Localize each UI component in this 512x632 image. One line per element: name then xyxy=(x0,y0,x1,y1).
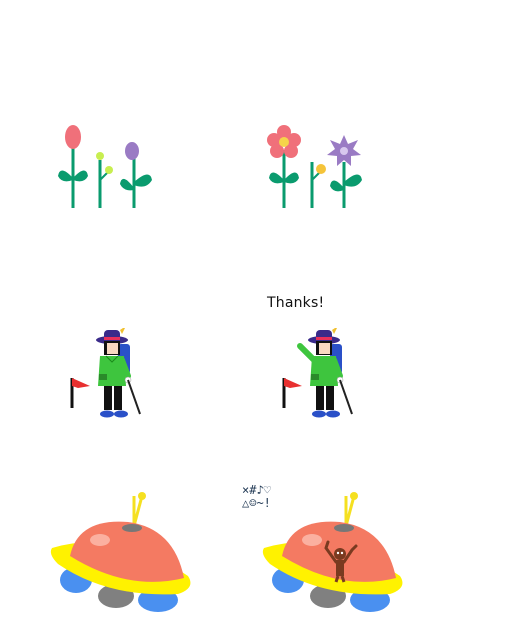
pink-blossom-flower xyxy=(267,125,301,208)
symbols-line-2: △☺~! xyxy=(242,496,271,510)
flag-marker xyxy=(70,378,90,408)
ufo-empty-sprite xyxy=(50,492,191,612)
flowers-buds-sprite xyxy=(58,125,152,208)
hiker-waving-sprite xyxy=(282,328,353,418)
alien-figure-cheering xyxy=(324,540,358,583)
hiker-figure-waving xyxy=(297,328,353,418)
ufo-alien-sprite xyxy=(262,492,403,612)
yellow-blossom-flower xyxy=(310,162,326,208)
hiker-idle-sprite xyxy=(70,328,141,418)
symbols-line-1: ×#♪♡ xyxy=(242,483,271,497)
ufo xyxy=(50,492,191,612)
purple-bud-flower xyxy=(120,142,152,208)
speech-bubble-text: Thanks! xyxy=(267,295,325,311)
ufo xyxy=(262,492,403,612)
hiker-figure xyxy=(96,328,141,418)
flowers-bloomed-sprite xyxy=(267,125,362,208)
flag-marker xyxy=(282,378,302,408)
lime-bud-flower xyxy=(96,152,113,208)
purple-star-blossom-flower xyxy=(327,135,362,208)
pink-bud-flower xyxy=(58,125,88,208)
